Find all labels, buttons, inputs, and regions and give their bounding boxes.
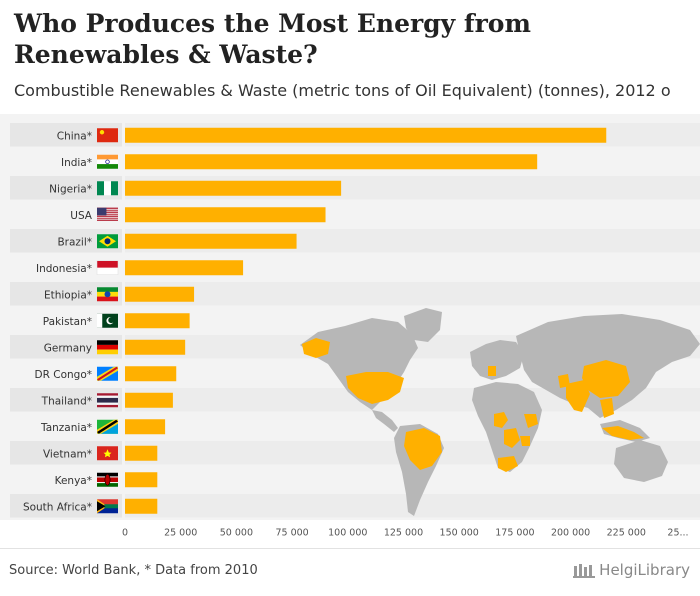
row-band	[10, 282, 122, 306]
map-europe	[470, 340, 524, 380]
bar-south-africa	[125, 498, 158, 514]
bar-brazil	[125, 233, 297, 249]
thailand-flag-icon	[97, 393, 118, 408]
category-label: China*	[57, 130, 92, 142]
row-band	[10, 335, 122, 359]
nigeria-flag-icon	[97, 181, 118, 196]
category-label: South Africa*	[23, 501, 92, 513]
x-tick-label: 200 000	[551, 528, 590, 539]
bar-tanzania	[125, 419, 166, 435]
category-label: Germany	[44, 342, 92, 354]
map-alaska-highlight	[302, 338, 330, 358]
brand-name: HelgiLibrary	[599, 561, 690, 579]
bar-india	[125, 154, 538, 170]
world-map-background	[300, 308, 700, 516]
bar-vietnam	[125, 445, 158, 461]
row-band	[125, 282, 700, 306]
map-africa	[472, 382, 542, 472]
row-band	[10, 176, 122, 200]
footer-divider	[0, 548, 700, 549]
category-label: DR Congo*	[35, 369, 92, 381]
category-labels: China* India* Nigeria* USA Brazil* Indonesia*…	[23, 130, 93, 513]
germany-flag-icon	[97, 340, 118, 355]
category-label: Thailand*	[41, 395, 92, 407]
library-icon	[573, 564, 596, 578]
bar-indonesia	[125, 260, 244, 276]
category-label: Ethiopia*	[44, 289, 92, 301]
bar-usa	[125, 207, 326, 223]
indonesia-flag-icon	[96, 260, 119, 275]
bar-chart: China* India* Nigeria* USA Brazil* Indonesia*…	[10, 123, 700, 539]
india-flag-icon	[97, 154, 118, 169]
map-usa-highlight	[346, 372, 404, 404]
category-label: Kenya*	[55, 475, 92, 487]
x-tick-label: 125 000	[384, 528, 423, 539]
category-label: Vietnam*	[43, 448, 92, 460]
country-flags	[96, 128, 119, 514]
brand-logo[interactable]: HelgiLibrary	[573, 561, 690, 579]
brazil-flag-icon	[97, 234, 118, 249]
x-axis-ticks: 0 25 000 50 000 75 000 100 000 125 000 150 000…	[122, 528, 689, 539]
row-band	[10, 123, 122, 147]
x-tick-label: 225 000	[607, 528, 646, 539]
category-label: Tanzania*	[40, 422, 92, 434]
map-india-highlight	[566, 380, 590, 412]
vietnam-flag-icon	[97, 446, 118, 461]
chart-subtitle: Combustible Renewables & Waste (metric t…	[14, 81, 671, 100]
map-tanzania-highlight	[520, 436, 530, 446]
source-note: Source: World Bank, * Data from 2010	[9, 563, 258, 578]
x-tick-label: 75 000	[275, 528, 308, 539]
x-tick-label: 25 000	[164, 528, 197, 539]
bar-pakistan	[125, 313, 190, 329]
bar-thailand	[125, 392, 173, 408]
map-greenland	[404, 308, 442, 342]
map-south-africa-highlight	[498, 456, 518, 472]
map-indonesia-highlight	[602, 426, 644, 440]
map-thailand-vietnam-highlight	[600, 398, 614, 418]
map-australia	[614, 440, 668, 482]
usa-flag-icon	[97, 207, 118, 221]
row-band	[10, 229, 122, 253]
bar-ethiopia	[125, 286, 195, 302]
dr-congo-flag-icon	[97, 366, 118, 381]
map-brazil-highlight	[404, 428, 442, 470]
map-congo-highlight	[504, 428, 520, 448]
row-band	[10, 441, 122, 465]
bar-dr-congo	[125, 366, 177, 382]
bar-kenya	[125, 472, 158, 488]
category-label: Brazil*	[57, 236, 92, 248]
category-label: Pakistan*	[43, 316, 92, 328]
x-tick-label: 150 000	[440, 528, 479, 539]
x-tick-label: 25...	[667, 528, 688, 539]
row-band	[10, 494, 122, 518]
map-china-highlight	[582, 360, 630, 398]
map-nigeria-highlight	[494, 412, 508, 428]
x-tick-label: 50 000	[220, 528, 253, 539]
chart-title: Who Produces the Most Energy from Renewa…	[14, 9, 531, 69]
bars	[125, 127, 607, 514]
tanzania-flag-icon	[97, 419, 118, 434]
bar-nigeria	[125, 180, 342, 196]
row-band	[10, 388, 122, 412]
pakistan-flag-icon	[97, 313, 118, 328]
bar-china	[125, 127, 607, 143]
category-label: Nigeria*	[49, 183, 92, 195]
x-tick-label: 0	[122, 528, 128, 539]
map-germany-highlight	[488, 366, 496, 376]
south-africa-flag-icon	[97, 499, 118, 514]
map-ethiopia-highlight	[524, 414, 538, 428]
x-tick-label: 100 000	[328, 528, 367, 539]
category-label: USA	[70, 210, 93, 222]
x-tick-label: 175 000	[495, 528, 534, 539]
map-pakistan-highlight	[558, 374, 570, 388]
bar-germany	[125, 339, 186, 355]
category-label: India*	[61, 157, 92, 169]
category-label: Indonesia*	[36, 263, 92, 275]
ethiopia-flag-icon	[97, 287, 118, 302]
map-central-america	[372, 410, 398, 432]
china-flag-icon	[97, 128, 118, 143]
kenya-flag-icon	[97, 472, 118, 487]
